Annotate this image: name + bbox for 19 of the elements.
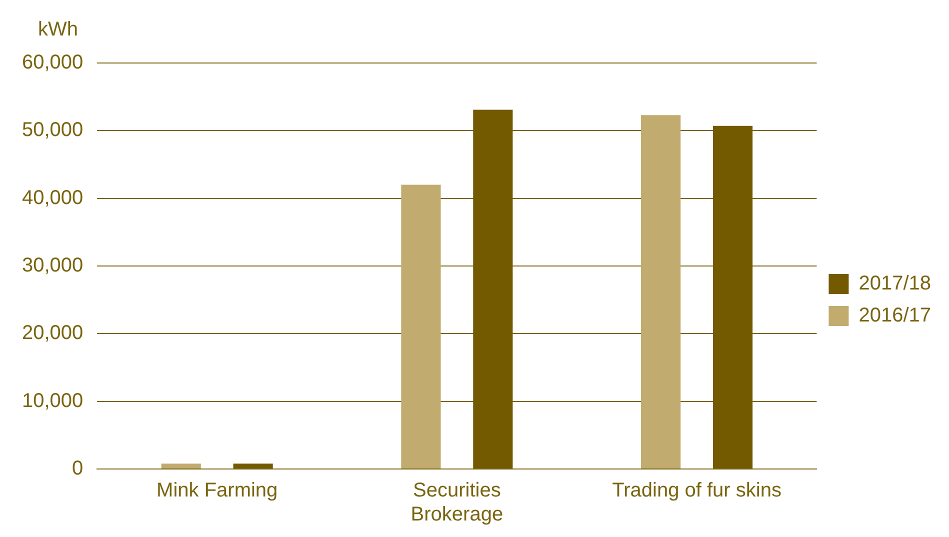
x-tick-label: Trading of fur skins [612,480,782,502]
x-tick-label: Mink Farming [156,480,278,502]
bar [401,184,441,468]
legend-label: 2017/18 [858,272,931,295]
bar [712,126,753,468]
y-tick-label: 40,000 [22,186,84,209]
bar [473,110,513,468]
y-axis-title: kWh [38,18,78,41]
y-tick-label: 60,000 [22,52,84,74]
bar [641,115,681,468]
y-tick-label: 50,000 [22,119,84,142]
y-tick-label: 10,000 [22,390,84,412]
y-tick-label: 30,000 [22,254,84,277]
bar [233,464,273,468]
legend-label: 2016/17 [858,304,931,327]
bar [161,464,201,468]
y-tick-label: 20,000 [22,322,84,344]
x-tick-label: Securities Brokerage [410,480,504,526]
y-tick-label: 0 [72,458,84,480]
